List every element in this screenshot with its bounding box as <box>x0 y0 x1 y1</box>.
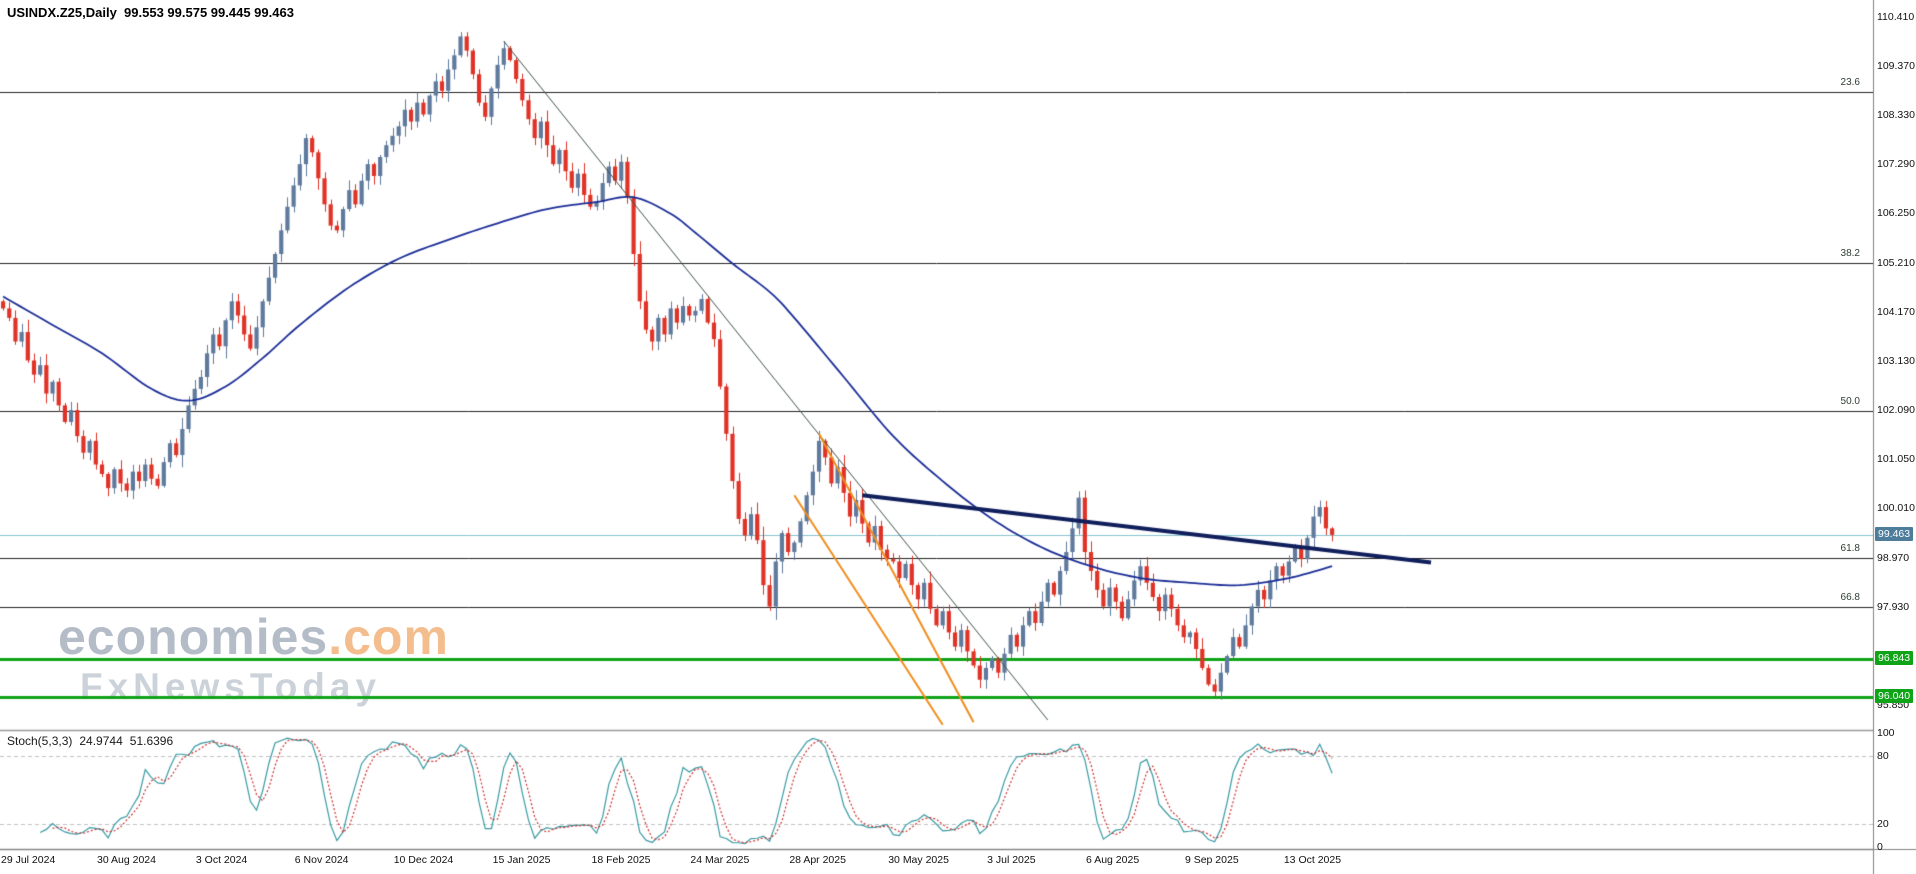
indicator-value-d: 51.6396 <box>129 734 174 748</box>
time-axis-label[interactable]: 6 Nov 2024 <box>294 854 349 866</box>
chart-title-ohlc: USINDX.Z25,Daily 99.553 99.575 99.445 99… <box>7 5 294 20</box>
time-axis-label[interactable]: 18 Feb 2025 <box>591 854 651 866</box>
time-axis-label[interactable]: 13 Oct 2025 <box>1283 854 1342 866</box>
price-axis-label: 97.930 <box>1877 600 1910 613</box>
time-axis-label[interactable]: 30 Aug 2024 <box>96 854 156 866</box>
time-axis-label[interactable]: 3 Oct 2024 <box>195 854 248 866</box>
price-axis-label: 108.330 <box>1877 108 1915 121</box>
price-axis-label: 105.210 <box>1877 256 1915 269</box>
time-axis-label[interactable]: 28 Apr 2025 <box>789 854 846 866</box>
time-axis-label[interactable]: 15 Jan 2025 <box>492 854 551 866</box>
time-axis-label[interactable]: 30 May 2025 <box>888 854 949 866</box>
fib-level-label: 23.6 <box>1840 76 1860 88</box>
price-axis-label: 98.970 <box>1877 551 1910 564</box>
price-axis-label: 104.170 <box>1877 305 1915 318</box>
support-price-badge: 96.040 <box>1875 688 1914 703</box>
indicator-name: Stoch(5,3,3) <box>7 734 73 748</box>
time-axis-label[interactable]: 29 Jul 2024 <box>1 854 56 866</box>
indicator-axis-label: 0 <box>1877 841 1883 853</box>
indicator-axis-label: 20 <box>1877 818 1889 831</box>
time-axis-label[interactable]: 6 Aug 2025 <box>1086 854 1140 866</box>
time-axis-label[interactable]: 9 Sep 2025 <box>1184 854 1239 866</box>
time-axis-label[interactable]: 10 Dec 2024 <box>393 854 454 866</box>
fib-level-label: 50.0 <box>1840 395 1860 407</box>
indicator-axis-label: 100 <box>1877 727 1895 739</box>
price-axis-label: 102.090 <box>1877 404 1915 417</box>
time-axis-label[interactable]: 24 Mar 2025 <box>690 854 750 866</box>
fib-level-label: 61.8 <box>1840 543 1860 555</box>
price-axis-label: 100.010 <box>1877 502 1915 515</box>
price-axis-label: 107.290 <box>1877 158 1915 171</box>
indicator-axis-label: 80 <box>1877 749 1889 762</box>
price-axis-label: 103.130 <box>1877 354 1915 367</box>
fib-level-label: 38.2 <box>1840 248 1860 259</box>
fib-level-label: 66.8 <box>1840 592 1860 604</box>
indicator-value-k: 24.9744 <box>79 734 123 748</box>
price-axis-label: 106.250 <box>1877 207 1915 220</box>
price-axis-label: 110.410 <box>1877 10 1915 23</box>
current-price-badge: 99.463 <box>1875 526 1914 541</box>
support-price-badge: 96.843 <box>1875 650 1914 665</box>
price-axis-label: 101.050 <box>1877 453 1915 466</box>
time-axis-label[interactable]: 3 Jul 2025 <box>987 854 1036 866</box>
price-axis-label: 109.370 <box>1877 59 1915 72</box>
indicator-label: Stoch(5,3,3) 24.9744 51.6396 <box>7 734 180 748</box>
